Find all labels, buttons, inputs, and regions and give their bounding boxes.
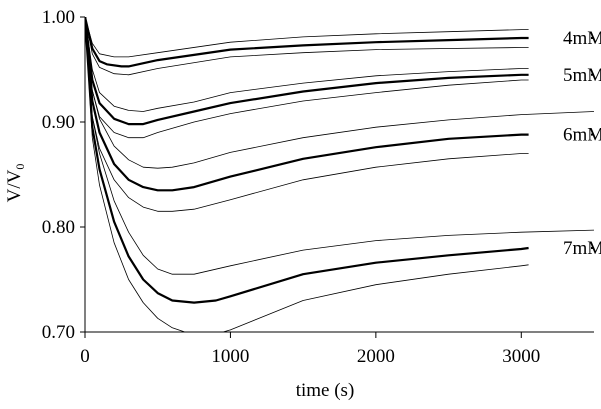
y-tick-label: 1.00 (42, 7, 75, 28)
series-line-6mM-lower (85, 17, 529, 212)
axes (84, 17, 594, 333)
x-tick-label: 0 (80, 346, 90, 367)
x-tick-label: 3000 (502, 346, 540, 367)
x-tick-label: 1000 (211, 346, 249, 367)
series-line-4mM-lower (85, 17, 529, 76)
x-axis-title: time (s) (296, 380, 355, 401)
series-line-5mM-lower (85, 17, 529, 139)
series-line-5mM-upper (85, 17, 529, 112)
series-label-7mM: 7mM (563, 238, 601, 259)
series-labels: 4mM 5mM 6mM 7mM (560, 27, 601, 259)
series-label-5mM: 5mM (563, 65, 601, 86)
series-label-bg (560, 63, 591, 86)
series-line-6mM-upper (85, 17, 594, 169)
series-line-4mM-upper (85, 17, 529, 58)
y-axis-title: V/V0 (4, 164, 27, 203)
y-axis-title-main: V/V (4, 169, 25, 202)
series-line-7mM-upper (85, 17, 594, 275)
x-tick-label: 2000 (357, 346, 395, 367)
plot-lines (85, 17, 594, 332)
series-line-4mM-mean (85, 17, 529, 68)
series-label-4mM: 4mM (563, 28, 601, 49)
series-line-5mM-mean (85, 17, 529, 126)
series-line-6mM-mean (85, 17, 529, 192)
series-line-7mM-mean (85, 17, 529, 304)
y-tick-label: 0.70 (42, 322, 75, 343)
y-axis-title-subscript: 0 (13, 164, 27, 170)
series-label-bg (560, 27, 591, 49)
series-line-7mM-lower (85, 17, 529, 332)
series-label-bg (560, 237, 591, 259)
y-tick-label: 0.80 (42, 217, 75, 238)
series-label-6mM: 6mM (563, 125, 601, 146)
ticks: 0 1000 2000 3000 0.70 0.80 0.90 1.00 (42, 7, 541, 367)
series-label-bg (560, 123, 591, 146)
y-tick-label: 0.90 (42, 112, 75, 133)
